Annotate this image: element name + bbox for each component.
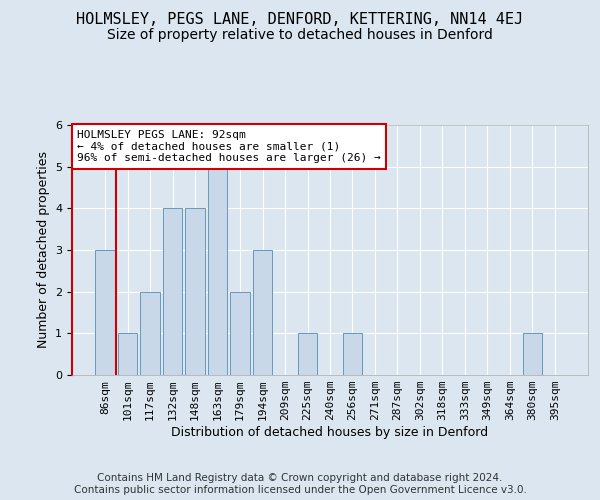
Text: Contains HM Land Registry data © Crown copyright and database right 2024.
Contai: Contains HM Land Registry data © Crown c… (74, 474, 526, 495)
Bar (298, 334, 317, 375)
Y-axis label: Number of detached properties: Number of detached properties (37, 152, 50, 348)
Text: HOLMSLEY PEGS LANE: 92sqm
← 4% of detached houses are smaller (1)
96% of semi-de: HOLMSLEY PEGS LANE: 92sqm ← 4% of detach… (77, 130, 381, 163)
Text: Size of property relative to detached houses in Denford: Size of property relative to detached ho… (107, 28, 493, 42)
Bar (185, 208, 205, 375)
Bar (140, 292, 160, 375)
Bar (230, 292, 250, 375)
Bar (163, 208, 182, 375)
Bar (343, 334, 362, 375)
X-axis label: Distribution of detached houses by size in Denford: Distribution of detached houses by size … (172, 426, 488, 439)
Bar (95, 250, 115, 375)
Bar (118, 334, 137, 375)
Bar (523, 334, 542, 375)
Text: HOLMSLEY, PEGS LANE, DENFORD, KETTERING, NN14 4EJ: HOLMSLEY, PEGS LANE, DENFORD, KETTERING,… (76, 12, 524, 28)
Bar (208, 166, 227, 375)
Bar (253, 250, 272, 375)
